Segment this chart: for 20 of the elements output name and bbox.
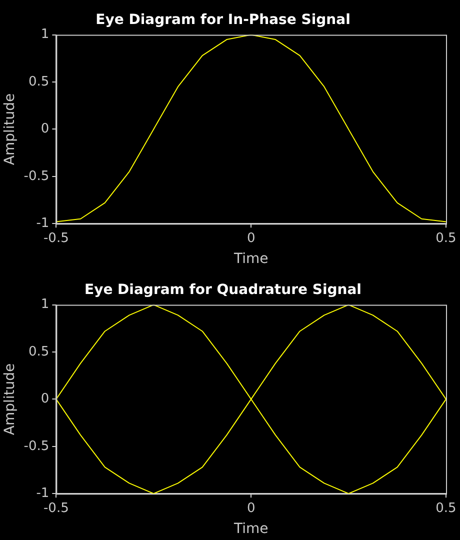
x-tick-label: 0.5 xyxy=(436,230,456,246)
chart-title: Eye Diagram for In-Phase Signal xyxy=(96,12,350,28)
y-tick-label: 0 xyxy=(40,122,50,137)
y-axis-title: Amplitude xyxy=(2,93,18,166)
y-tick-label: -0.5 xyxy=(24,438,50,454)
y-tick-label: 1 xyxy=(40,297,50,312)
x-tick-label: 0.5 xyxy=(436,500,456,516)
y-axis-title: Amplitude xyxy=(2,363,18,436)
y-tick-label: -1 xyxy=(36,486,50,501)
y-tick-label: 0.5 xyxy=(28,344,50,360)
x-axis-title: Time xyxy=(232,251,268,268)
chart-title: Eye Diagram for Quadrature Signal xyxy=(84,282,362,298)
y-tick-label: 0.5 xyxy=(28,74,50,90)
y-tick-label: -0.5 xyxy=(24,168,50,184)
y-tick-label: 0 xyxy=(40,392,50,407)
x-axis-title: Time xyxy=(232,521,268,538)
y-tick-label: 1 xyxy=(40,27,50,42)
x-tick-label: 0 xyxy=(246,500,256,516)
y-tick-label: -1 xyxy=(36,216,50,231)
x-tick-label: 0 xyxy=(246,230,256,246)
